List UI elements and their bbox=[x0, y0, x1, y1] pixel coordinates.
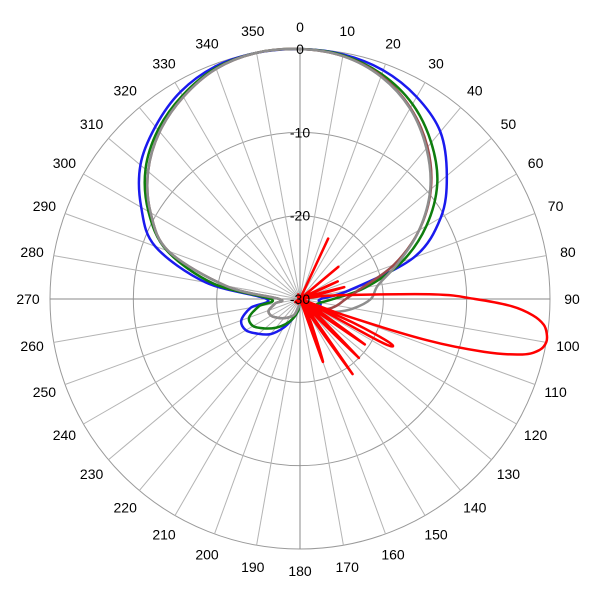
angle-tick-label: 60 bbox=[528, 155, 544, 171]
angle-tick-label: 30 bbox=[428, 55, 444, 71]
angle-tick-label: 250 bbox=[33, 384, 57, 400]
grid-spoke bbox=[256, 298, 301, 546]
grid-spoke bbox=[299, 298, 492, 461]
radial-tick-labels: 0 -10 -20 -30 bbox=[290, 41, 310, 307]
grid-spoke bbox=[138, 298, 301, 491]
grid-spoke bbox=[299, 298, 426, 516]
grid-spoke bbox=[299, 173, 517, 300]
angle-tick-label: 340 bbox=[195, 35, 219, 51]
angle-tick-label: 150 bbox=[424, 527, 448, 543]
radial-tick-label: -20 bbox=[290, 208, 310, 224]
angle-tick-label: 180 bbox=[288, 563, 312, 579]
angle-tick-label: 20 bbox=[385, 35, 401, 51]
angle-tick-label: 100 bbox=[556, 338, 580, 354]
angle-tick-label: 240 bbox=[53, 427, 77, 443]
grid-spoke bbox=[256, 52, 301, 300]
angle-tick-label: 220 bbox=[114, 499, 138, 515]
series-line-4 bbox=[146, 47, 432, 320]
angle-tick-label: 90 bbox=[564, 291, 580, 307]
angle-tick-label: 50 bbox=[501, 116, 517, 132]
angle-tick-label: 330 bbox=[152, 55, 176, 71]
grid-spoke bbox=[83, 298, 301, 425]
grid-spoke bbox=[64, 213, 301, 300]
radial-tick-label: -30 bbox=[290, 291, 310, 307]
grid-spoke bbox=[214, 63, 301, 300]
angle-tick-label: 0 bbox=[296, 19, 304, 35]
grid-spoke bbox=[299, 298, 517, 425]
angular-grid-spokes bbox=[50, 49, 550, 549]
angle-tick-label: 120 bbox=[524, 427, 548, 443]
angle-tick-label: 170 bbox=[336, 559, 360, 575]
angle-tick-label: 260 bbox=[20, 338, 44, 354]
angle-tick-label: 270 bbox=[16, 291, 40, 307]
angle-tick-labels: 0 10 20 30 40 50 60 70 80 90 100 110 120 130 140 150 160… bbox=[16, 19, 580, 579]
angle-tick-label: 350 bbox=[241, 23, 265, 39]
angle-tick-label: 320 bbox=[114, 83, 138, 99]
radial-tick-label: 0 bbox=[296, 41, 304, 57]
series-line-5 bbox=[293, 237, 549, 376]
angle-tick-label: 160 bbox=[381, 547, 405, 563]
angle-tick-label: 10 bbox=[339, 23, 355, 39]
grid-spoke bbox=[299, 52, 344, 300]
grid-spoke bbox=[299, 298, 462, 491]
angle-tick-label: 230 bbox=[80, 466, 104, 482]
angle-tick-label: 40 bbox=[467, 83, 483, 99]
grid-spoke bbox=[83, 173, 301, 300]
grid-spoke bbox=[214, 298, 301, 535]
angle-tick-label: 80 bbox=[560, 244, 576, 260]
angle-tick-label: 110 bbox=[544, 384, 567, 400]
grid-spoke bbox=[299, 107, 462, 300]
angle-tick-label: 140 bbox=[463, 499, 487, 515]
angle-tick-label: 190 bbox=[241, 559, 265, 575]
grid-spoke bbox=[299, 213, 536, 300]
angle-tick-label: 300 bbox=[53, 155, 77, 171]
grid-spoke bbox=[299, 298, 547, 343]
angle-tick-label: 290 bbox=[33, 198, 57, 214]
grid-spoke bbox=[174, 82, 301, 300]
angle-tick-label: 200 bbox=[195, 547, 219, 563]
grid-spoke bbox=[138, 107, 301, 300]
grid-spoke bbox=[299, 82, 426, 300]
grid-spoke bbox=[299, 255, 547, 300]
angle-tick-label: 130 bbox=[497, 466, 521, 482]
grid-spoke bbox=[299, 63, 386, 300]
angle-tick-label: 280 bbox=[20, 244, 44, 260]
series-layer bbox=[137, 47, 549, 376]
angle-tick-label: 210 bbox=[152, 527, 176, 543]
grid-spoke bbox=[53, 255, 301, 300]
angle-tick-label: 70 bbox=[548, 198, 564, 214]
grid-spoke bbox=[299, 298, 344, 546]
grid-spoke bbox=[108, 298, 301, 461]
grid-spoke bbox=[174, 298, 301, 516]
radial-tick-label: -10 bbox=[290, 124, 310, 140]
angle-tick-label: 310 bbox=[80, 116, 104, 132]
grid-spoke bbox=[64, 298, 301, 385]
